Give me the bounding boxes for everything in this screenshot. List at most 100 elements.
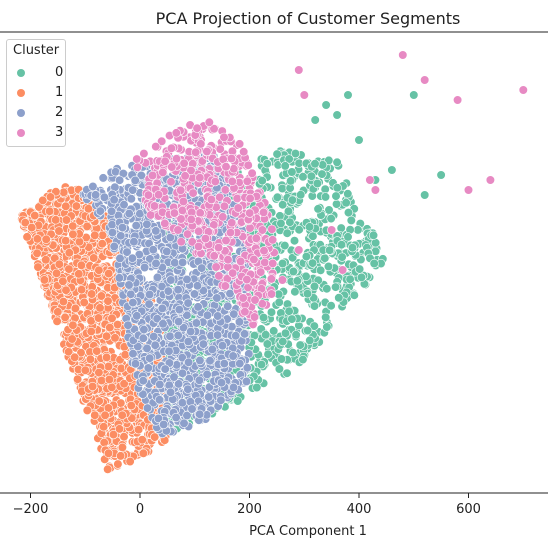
scatter-point-cluster-0 bbox=[282, 228, 292, 238]
scatter-point-cluster-2 bbox=[152, 272, 163, 283]
x-tick-label: 400 bbox=[347, 502, 372, 517]
scatter-point-cluster-1 bbox=[112, 320, 123, 330]
scatter-point-cluster-3 bbox=[370, 185, 381, 195]
scatter-point-cluster-0 bbox=[324, 205, 334, 215]
scatter-point-cluster-0 bbox=[368, 230, 379, 240]
scatter-point-cluster-2 bbox=[132, 311, 142, 321]
scatter-point-cluster-3 bbox=[202, 146, 212, 157]
scatter-point-cluster-1 bbox=[126, 401, 136, 411]
scatter-point-cluster-2 bbox=[202, 369, 212, 380]
scatter-point-cluster-2 bbox=[231, 331, 241, 341]
scatter-point-cluster-3 bbox=[249, 312, 260, 322]
scatter-point-cluster-0 bbox=[322, 284, 332, 294]
scatter-point-cluster-3 bbox=[227, 218, 237, 228]
scatter-point-cluster-3 bbox=[220, 185, 230, 195]
scatter-point-cluster-3 bbox=[218, 212, 228, 222]
scatter-point-cluster-1 bbox=[138, 448, 148, 458]
scatter-point-cluster-1 bbox=[51, 215, 61, 225]
scatter-point-cluster-0 bbox=[274, 297, 284, 307]
scatter-point-cluster-3 bbox=[219, 201, 229, 211]
scatter-point-cluster-2 bbox=[109, 241, 119, 251]
scatter-point-cluster-0 bbox=[316, 265, 326, 275]
scatter-point-cluster-1 bbox=[95, 303, 105, 313]
scatter-point-cluster-1 bbox=[79, 297, 89, 308]
scatter-point-cluster-3 bbox=[200, 234, 211, 244]
legend-item-0: 0 bbox=[17, 65, 65, 83]
scatter-point-cluster-3 bbox=[266, 274, 277, 284]
scatter-point-cluster-2 bbox=[163, 286, 173, 296]
scatter-point-cluster-0 bbox=[309, 321, 319, 331]
scatter-point-cluster-0 bbox=[302, 289, 313, 299]
scatter-point-cluster-0 bbox=[288, 253, 298, 263]
scatter-point-cluster-2 bbox=[126, 194, 136, 204]
scatter-point-cluster-2 bbox=[138, 376, 148, 386]
scatter-point-cluster-0 bbox=[289, 236, 300, 246]
scatter-point-cluster-2 bbox=[160, 364, 170, 374]
scatter-point-cluster-2 bbox=[130, 359, 141, 369]
scatter-point-cluster-1 bbox=[101, 331, 112, 341]
scatter-point-cluster-0 bbox=[284, 154, 294, 164]
scatter-point-cluster-2 bbox=[142, 403, 153, 413]
scatter-point-cluster-3 bbox=[251, 233, 261, 243]
scatter-point-cluster-3 bbox=[214, 243, 224, 253]
scatter-point-cluster-2 bbox=[204, 392, 214, 402]
scatter-point-cluster-0 bbox=[278, 200, 288, 210]
scatter-point-cluster-3 bbox=[338, 265, 348, 275]
scatter-point-cluster-3 bbox=[453, 95, 463, 105]
scatter-point-cluster-0 bbox=[436, 170, 446, 180]
scatter-point-cluster-2 bbox=[217, 341, 228, 351]
scatter-point-cluster-0 bbox=[346, 215, 356, 225]
scatter-point-cluster-3 bbox=[188, 188, 198, 198]
scatter-point-cluster-2 bbox=[178, 257, 188, 268]
scatter-point-cluster-0 bbox=[332, 199, 342, 209]
scatter-point-cluster-0 bbox=[277, 183, 287, 194]
scatter-point-cluster-0 bbox=[331, 191, 341, 201]
scatter-point-cluster-3 bbox=[294, 65, 304, 75]
scatter-point-cluster-3 bbox=[204, 117, 214, 127]
scatter-point-cluster-0 bbox=[272, 192, 283, 202]
scatter-point-cluster-3 bbox=[180, 171, 190, 181]
scatter-point-cluster-1 bbox=[134, 425, 144, 435]
scatter-point-cluster-2 bbox=[123, 320, 133, 330]
scatter-point-cluster-2 bbox=[151, 226, 161, 236]
scatter-point-cluster-2 bbox=[106, 206, 117, 216]
scatter-point-cluster-3 bbox=[166, 177, 176, 187]
scatter-point-cluster-0 bbox=[280, 328, 291, 338]
scatter-point-cluster-1 bbox=[22, 232, 32, 242]
scatter-point-cluster-0 bbox=[310, 159, 320, 169]
scatter-point-cluster-0 bbox=[266, 307, 277, 317]
scatter-point-cluster-3 bbox=[259, 207, 269, 217]
scatter-point-cluster-1 bbox=[76, 285, 87, 295]
scatter-point-cluster-2 bbox=[202, 310, 213, 320]
legend-item-3: 3 bbox=[17, 125, 65, 143]
scatter-point-cluster-1 bbox=[82, 221, 92, 231]
scatter-point-cluster-1 bbox=[54, 259, 64, 269]
scatter-point-cluster-0 bbox=[291, 330, 301, 340]
scatter-point-cluster-3 bbox=[238, 293, 248, 303]
scatter-point-cluster-0 bbox=[321, 100, 331, 110]
scatter-point-cluster-1 bbox=[114, 424, 125, 434]
scatter-point-cluster-0 bbox=[252, 382, 262, 393]
scatter-point-cluster-0 bbox=[287, 195, 298, 205]
scatter-point-cluster-0 bbox=[334, 293, 344, 303]
scatter-point-cluster-3 bbox=[257, 225, 268, 235]
scatter-point-cluster-3 bbox=[245, 193, 255, 203]
scatter-point-cluster-1 bbox=[94, 368, 104, 378]
scatter-point-cluster-1 bbox=[27, 223, 37, 233]
scatter-point-cluster-2 bbox=[166, 387, 176, 397]
scatter-point-cluster-0 bbox=[295, 340, 305, 350]
legend-item-2: 2 bbox=[17, 105, 65, 123]
scatter-point-cluster-1 bbox=[61, 236, 71, 246]
scatter-point-cluster-3 bbox=[186, 214, 196, 224]
scatter-point-cluster-0 bbox=[280, 241, 290, 251]
scatter-point-cluster-1 bbox=[76, 348, 86, 358]
scatter-point-cluster-2 bbox=[158, 319, 168, 329]
scatter-point-cluster-3 bbox=[227, 176, 237, 186]
scatter-point-cluster-2 bbox=[142, 343, 152, 354]
scatter-point-cluster-2 bbox=[187, 404, 197, 414]
scatter-point-cluster-2 bbox=[213, 311, 223, 321]
scatter-point-cluster-0 bbox=[283, 206, 294, 216]
scatter-point-cluster-2 bbox=[235, 359, 245, 369]
scatter-point-cluster-2 bbox=[184, 357, 194, 367]
